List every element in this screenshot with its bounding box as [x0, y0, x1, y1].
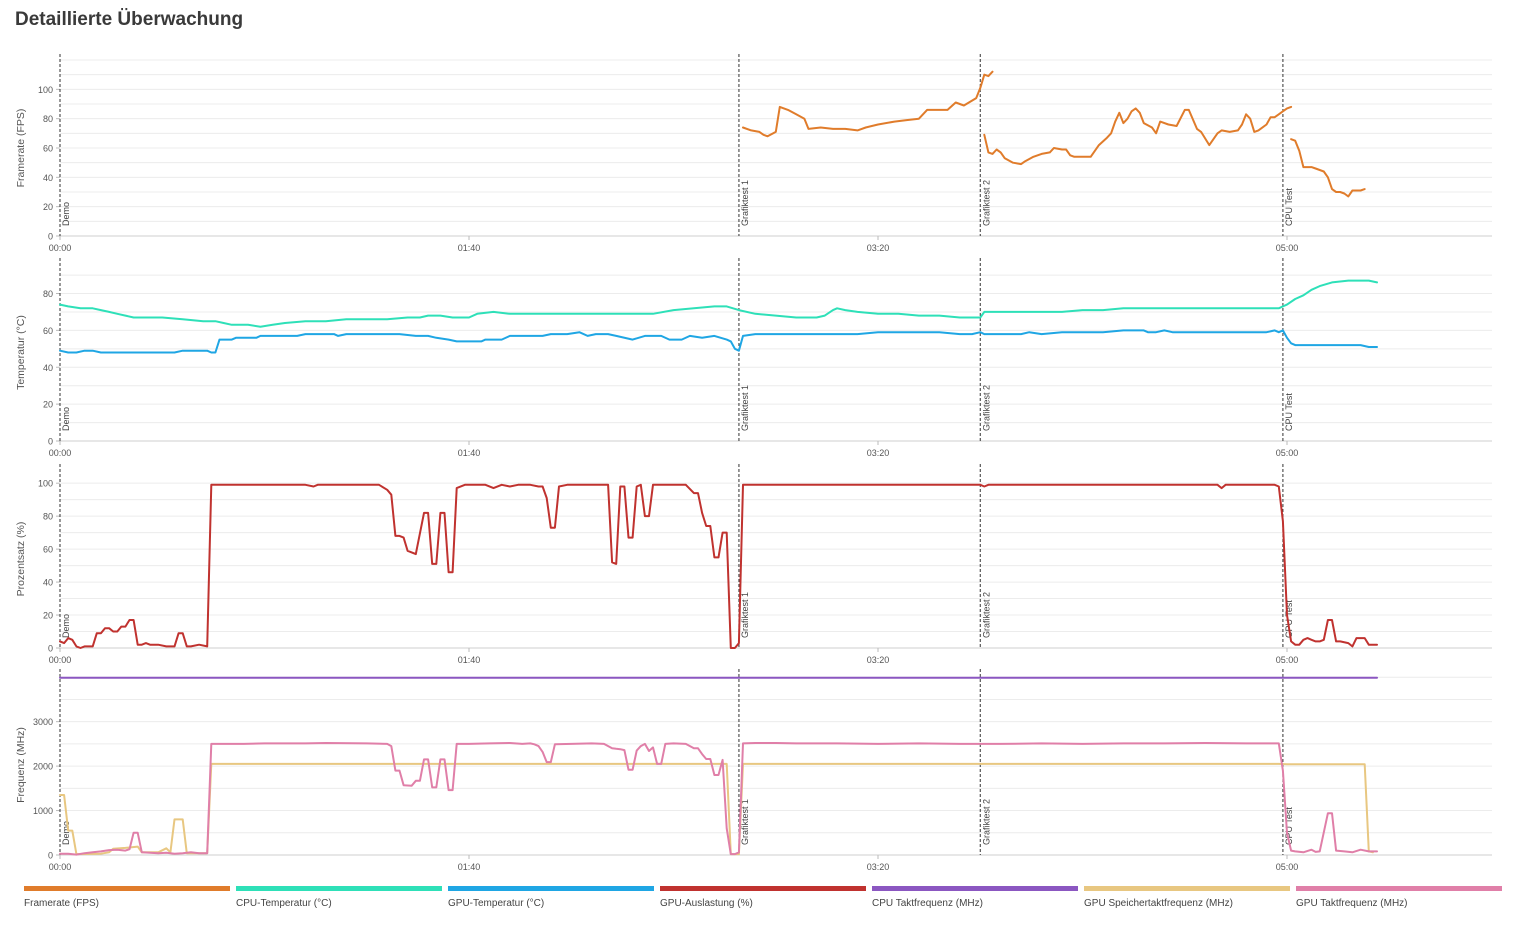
marker-label: Demo	[61, 614, 71, 638]
y-tick-label: 2000	[33, 762, 53, 772]
series-line	[59, 279, 1378, 328]
x-tick-label: 03:20	[867, 448, 890, 458]
legend-swatch	[24, 886, 230, 891]
y-tick-label: 0	[48, 644, 53, 654]
marker-label: Demo	[61, 407, 71, 431]
x-tick-label: 05:00	[1276, 448, 1299, 458]
y-tick-label: 40	[43, 173, 53, 183]
y-tick-label: 20	[43, 202, 53, 212]
y-axis-label: Temperatur (°C)	[15, 315, 27, 390]
x-tick-label: 05:00	[1276, 862, 1299, 872]
x-tick-label: 00:00	[49, 448, 72, 458]
legend-label: GPU-Temperatur (°C)	[448, 898, 545, 909]
y-axis-label: Frequenz (MHz)	[15, 727, 27, 803]
y-tick-label: 3000	[33, 717, 53, 727]
series-line	[983, 105, 1293, 166]
y-tick-label: 80	[43, 289, 53, 299]
legend-label: GPU Speichertaktfrequenz (MHz)	[1084, 898, 1233, 909]
marker-label: CPU Test	[1284, 807, 1294, 845]
y-tick-label: 60	[43, 545, 53, 555]
marker-label: Grafiktest 2	[981, 180, 991, 226]
series-line	[59, 329, 1378, 354]
y-tick-label: 0	[48, 232, 53, 242]
page-title: Detaillierte Überwachung	[15, 9, 244, 30]
marker-label: CPU Test	[1284, 188, 1294, 226]
x-tick-label: 01:40	[458, 862, 481, 872]
legend-item[interactable]: GPU Speichertaktfrequenz (MHz)	[1084, 886, 1290, 909]
y-tick-label: 80	[43, 512, 53, 522]
series-line	[59, 762, 1374, 856]
marker-label: Demo	[61, 202, 71, 226]
y-tick-label: 40	[43, 363, 53, 373]
monitoring-charts: 0 20 40 60 80 100 Framerate (FPS) 00:00 01:40 03:…	[15, 54, 1492, 872]
legend-swatch	[1296, 886, 1502, 891]
x-tick-label: 01:40	[458, 655, 481, 665]
marker-label: CPU Test	[1284, 600, 1294, 638]
x-tick-label: 00:00	[49, 655, 72, 665]
legend-item[interactable]: CPU Taktfrequenz (MHz)	[872, 886, 1078, 909]
legend-label: CPU-Temperatur (°C)	[236, 898, 332, 909]
y-axis-label: Framerate (FPS)	[15, 109, 27, 188]
x-tick-label: 05:00	[1276, 655, 1299, 665]
marker-label: Grafiktest 2	[981, 385, 991, 431]
legend-label: CPU Taktfrequenz (MHz)	[872, 898, 983, 909]
chart-panel-1: 0 20 40 60 80 100 Framerate (FPS) 00:00 01:40 03:…	[15, 54, 1492, 253]
x-tick-label: 03:20	[867, 243, 890, 253]
y-tick-label: 0	[48, 851, 53, 861]
series-line	[1290, 138, 1366, 198]
y-tick-label: 100	[38, 479, 53, 489]
legend-item[interactable]: Framerate (FPS)	[24, 886, 230, 909]
legend-swatch	[1084, 886, 1290, 891]
legend-swatch	[872, 886, 1078, 891]
marker-label: Grafiktest 1	[740, 385, 750, 431]
marker-label: Grafiktest 1	[740, 592, 750, 638]
y-tick-label: 60	[43, 326, 53, 336]
y-tick-label: 100	[38, 85, 53, 95]
legend-swatch	[448, 886, 654, 891]
y-tick-label: 20	[43, 400, 53, 410]
legend-item[interactable]: GPU Taktfrequenz (MHz)	[1296, 886, 1502, 909]
chart-legend: Framerate (FPS) CPU-Temperatur (°C) GPU-Te…	[24, 886, 1502, 909]
series-line	[742, 70, 994, 138]
legend-item[interactable]: GPU-Temperatur (°C)	[448, 886, 654, 909]
marker-label: Demo	[61, 821, 71, 845]
legend-item[interactable]: GPU-Auslastung (%)	[660, 886, 866, 909]
chart-panel-3: 0 20 40 60 80 100 Prozentsatz (%) 00:00 01:40 03:…	[15, 464, 1492, 665]
y-tick-label: 20	[43, 611, 53, 621]
legend-label: GPU Taktfrequenz (MHz)	[1296, 898, 1408, 909]
y-tick-label: 1000	[33, 806, 53, 816]
x-tick-label: 05:00	[1276, 243, 1299, 253]
y-tick-label: 40	[43, 578, 53, 588]
legend-swatch	[660, 886, 866, 891]
series-line	[59, 742, 1378, 856]
x-tick-label: 03:20	[867, 655, 890, 665]
chart-panel-2: 0 20 40 60 80 Temperatur (°C) 00:00 01:40 03:20 0…	[15, 258, 1492, 458]
y-tick-label: 0	[48, 437, 53, 447]
y-tick-label: 60	[43, 144, 53, 154]
legend-swatch	[236, 886, 442, 891]
y-axis-label: Prozentsatz (%)	[15, 522, 27, 597]
marker-label: Grafiktest 2	[981, 799, 991, 845]
legend-item[interactable]: CPU-Temperatur (°C)	[236, 886, 442, 909]
chart-panel-4: 0 1000 2000 3000 Frequenz (MHz) 00:00 01:40 03:…	[15, 669, 1492, 872]
x-tick-label: 03:20	[867, 862, 890, 872]
x-tick-label: 01:40	[458, 448, 481, 458]
legend-label: Framerate (FPS)	[24, 898, 100, 909]
x-tick-label: 00:00	[49, 862, 72, 872]
x-tick-label: 00:00	[49, 243, 72, 253]
marker-label: Grafiktest 1	[740, 180, 750, 226]
marker-label: Grafiktest 2	[981, 592, 991, 638]
marker-label: CPU Test	[1284, 393, 1294, 431]
y-tick-label: 80	[43, 114, 53, 124]
x-tick-label: 01:40	[458, 243, 481, 253]
series-line	[59, 483, 1378, 649]
legend-label: GPU-Auslastung (%)	[660, 898, 753, 909]
marker-label: Grafiktest 1	[740, 799, 750, 845]
